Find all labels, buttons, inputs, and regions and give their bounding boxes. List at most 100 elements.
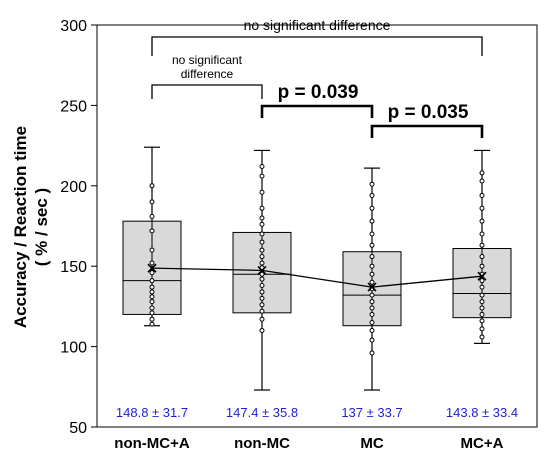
data-point [479,299,485,305]
data-point [369,299,375,305]
data-point [259,189,265,195]
y-axis-ticks: 50 100 150 200 250 300 [60,18,97,437]
data-point [149,278,155,284]
data-point [369,328,375,334]
mean-marker [477,271,487,281]
data-point [259,164,265,170]
data-point [369,271,375,277]
data-point [369,205,375,211]
data-point [149,316,155,322]
box-1 [122,146,182,327]
data-point [369,254,375,260]
data-point [479,305,485,311]
data-point [479,205,485,211]
box-2 [232,149,292,391]
mean-marker [367,282,377,292]
data-point [479,170,485,176]
data-point [149,321,155,327]
annotation-small-line2: difference [181,67,234,81]
data-point [479,278,485,284]
data-point [259,239,265,245]
y-tick-label: 50 [69,420,87,437]
mean-sd-label-4: 143.8 ± 33.4 [446,405,518,420]
data-point [259,276,265,282]
data-point [259,302,265,308]
data-point [479,311,485,317]
data-point [259,295,265,301]
data-point [259,231,265,237]
data-point [149,260,155,266]
y-tick-label: 300 [60,18,87,35]
y-tick-label: 200 [60,179,87,196]
data-point [149,247,155,253]
y-axis-label-line1: Accuracy / Reaction time [11,126,30,328]
data-point [259,173,265,179]
y-tick-label: 250 [60,98,87,115]
data-point [149,310,155,316]
data-point [369,218,375,224]
data-point [259,308,265,314]
data-point [149,270,155,276]
annotation-small-line1: no significant [172,53,243,67]
data-point [149,299,155,305]
data-point [369,311,375,317]
data-point [479,292,485,298]
data-point [479,192,485,198]
data-point [259,215,265,221]
annotation-top: no significant difference [244,17,391,33]
bracket-p2 [370,124,484,138]
plot-border [96,24,538,428]
data-point [369,192,375,198]
data-point [149,199,155,205]
annotation-p1: p = 0.039 [278,82,359,103]
box-3 [342,167,402,391]
data-point [149,284,155,290]
data-point [259,260,265,266]
data-point [369,319,375,325]
bracket-p1 [260,104,374,118]
data-point [149,183,155,189]
data-point [369,181,375,187]
data-point [259,282,265,288]
data-point [369,305,375,311]
data-point [479,242,485,248]
box-4 [452,149,512,344]
data-point [369,263,375,269]
data-point [369,292,375,298]
data-point [259,254,265,260]
data-point [259,205,265,211]
category-label-2: non-MC [234,435,290,452]
data-point [259,247,265,253]
data-point [479,326,485,332]
data-point [259,221,265,227]
data-point [149,305,155,311]
mean-sd-label-3: 137 ± 33.7 [341,405,402,420]
data-point [149,228,155,234]
data-point [259,271,265,277]
mean-marker [257,265,267,275]
data-point [479,318,485,324]
data-point [369,231,375,237]
y-axis-label-line2: ( % / sec ) [32,188,51,266]
mean-sd-label-1: 148.8 ± 31.7 [116,405,188,420]
plot-frame [96,24,538,428]
data-point [149,294,155,300]
data-point [479,334,485,340]
data-point [149,289,155,295]
data-point [259,316,265,322]
box-series [122,146,512,391]
data-point [369,350,375,356]
data-point [479,231,485,237]
data-point [259,328,265,334]
data-point [369,279,375,285]
category-label-4: MC+A [461,435,504,452]
data-point [259,289,265,295]
bracket-top [151,36,483,56]
mean-marker [147,263,157,273]
bracket-small [151,84,263,99]
y-tick-label: 150 [60,259,87,276]
data-point [479,178,485,184]
data-point [149,213,155,219]
mean-line-layer [147,263,487,292]
